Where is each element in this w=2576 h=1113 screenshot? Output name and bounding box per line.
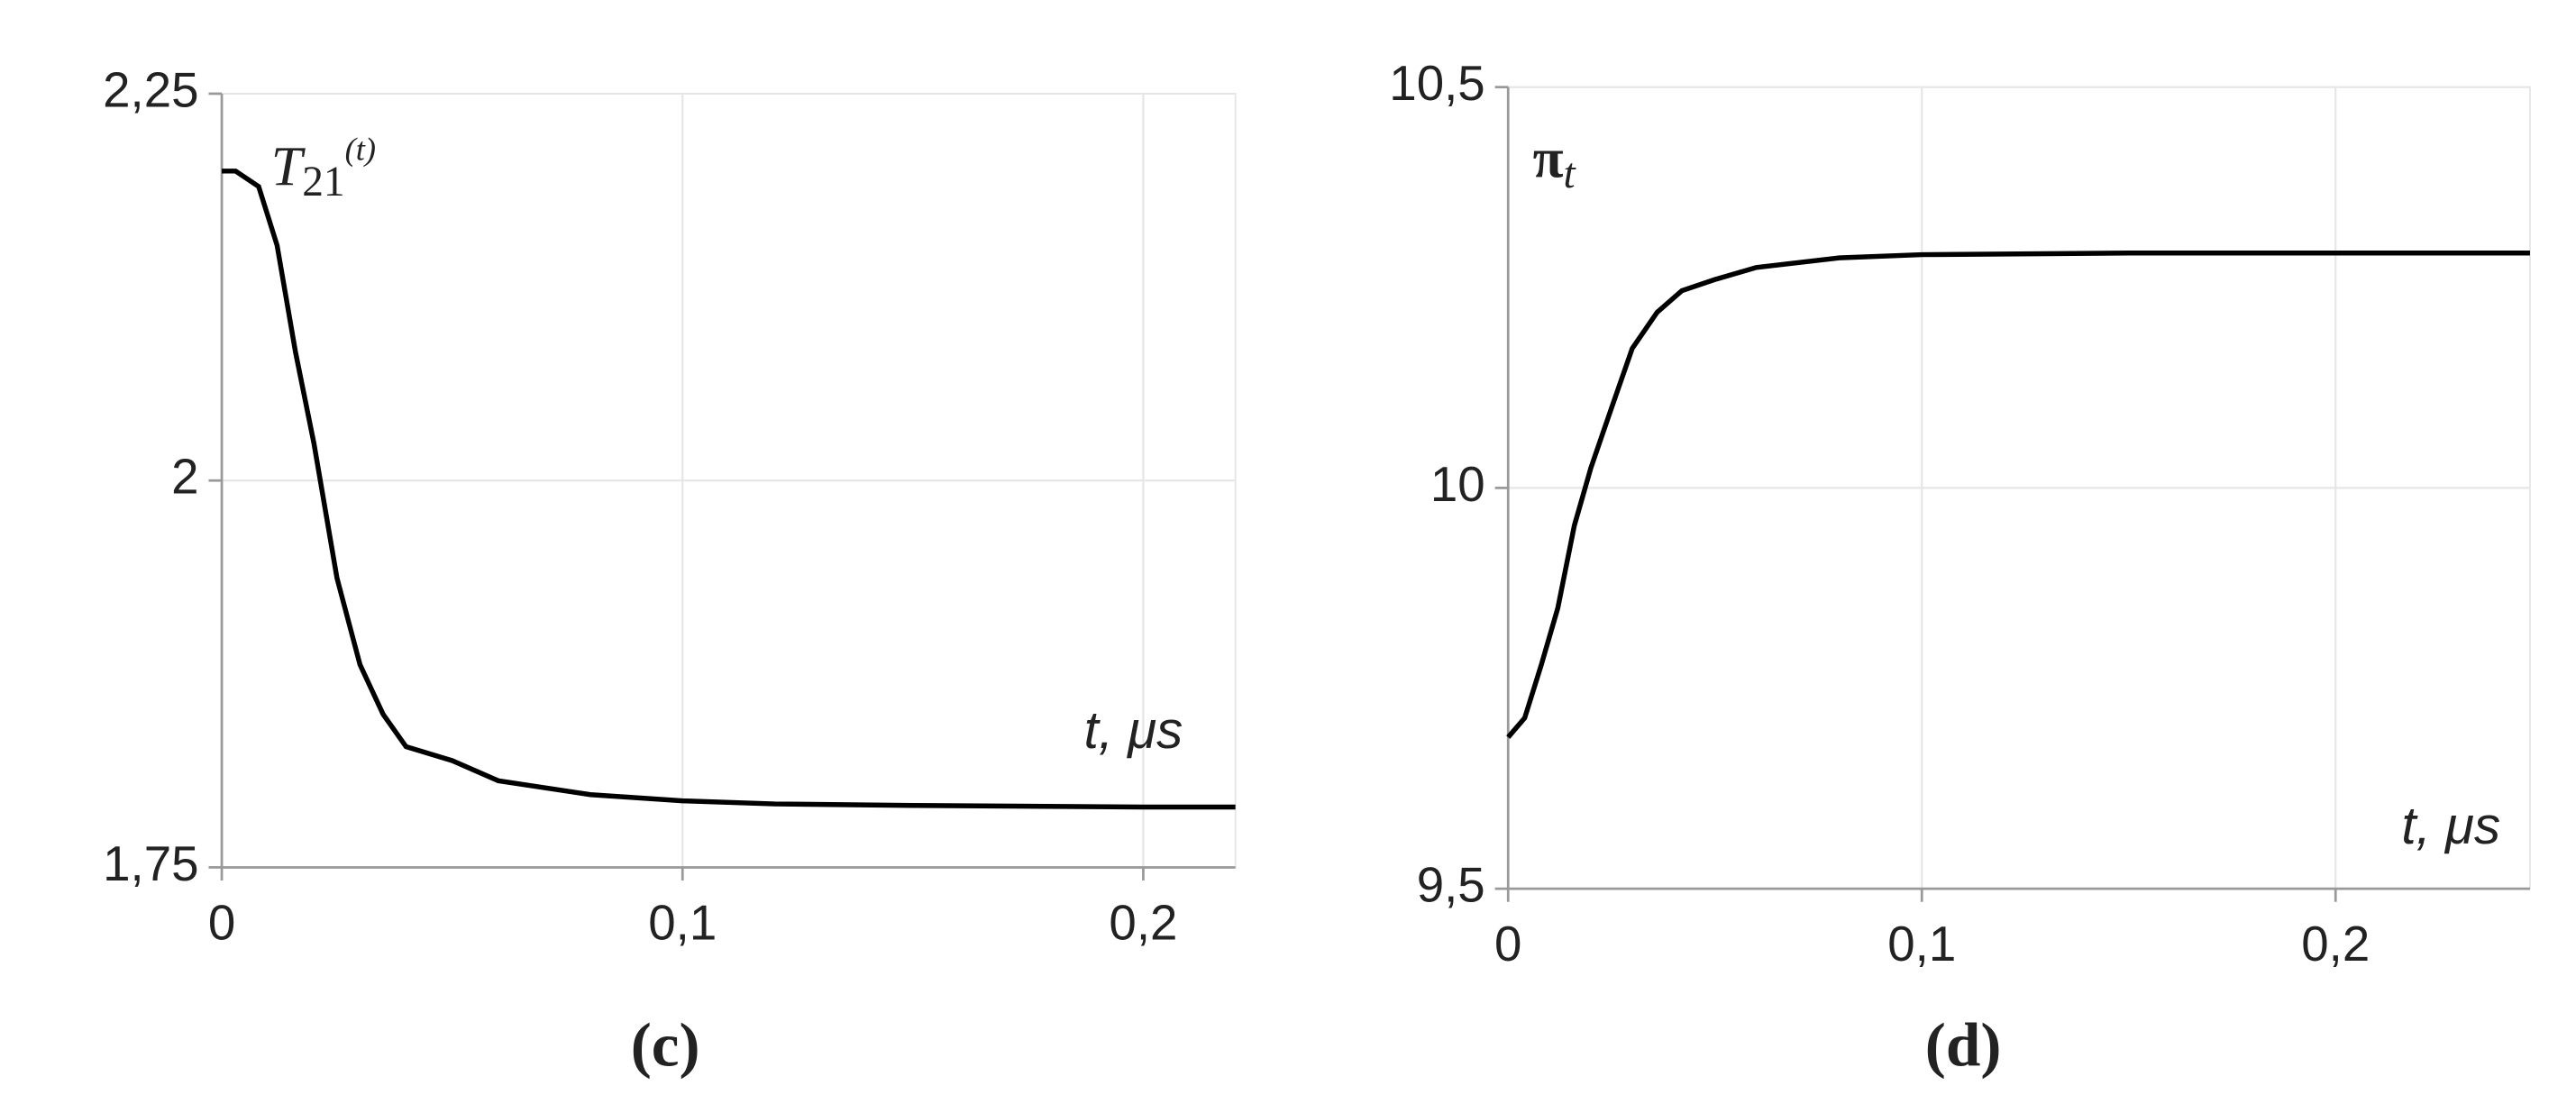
x-tick-label: 0,2 [2301,916,2370,972]
x-tick-label: 0,2 [1109,895,1177,951]
x-axis-label: t, μs [1084,701,1183,760]
y-tick-label: 1,75 [103,835,198,891]
annotation-base: T [271,137,306,198]
y-tick-label: 9,5 [1417,857,1485,913]
x-tick-label: 0 [208,895,235,951]
x-tick-label: 0,1 [1887,916,1956,972]
y-tick-label: 10,5 [1389,55,1484,111]
x-axis-label: t, μs [2401,797,2500,855]
annotation-sub: t [1564,151,1577,197]
annotation-sub: 21 [302,159,344,205]
series-annotation: πt [1533,129,1577,197]
data-line [222,169,1236,810]
y-tick-label: 2,25 [103,61,198,117]
panel-label: (c) [631,1009,700,1079]
annotation-sup: (t) [345,132,376,168]
x-tick-label: 0 [1494,916,1521,972]
annotation-base: π [1533,129,1564,190]
data-line [1506,251,2530,739]
x-tick-label: 0,1 [648,895,717,951]
y-tick-label: 10 [1430,456,1485,512]
y-tick-label: 2 [171,449,198,505]
series-annotation: T21(t) [271,132,376,205]
panel-label: (d) [1925,1009,2002,1079]
